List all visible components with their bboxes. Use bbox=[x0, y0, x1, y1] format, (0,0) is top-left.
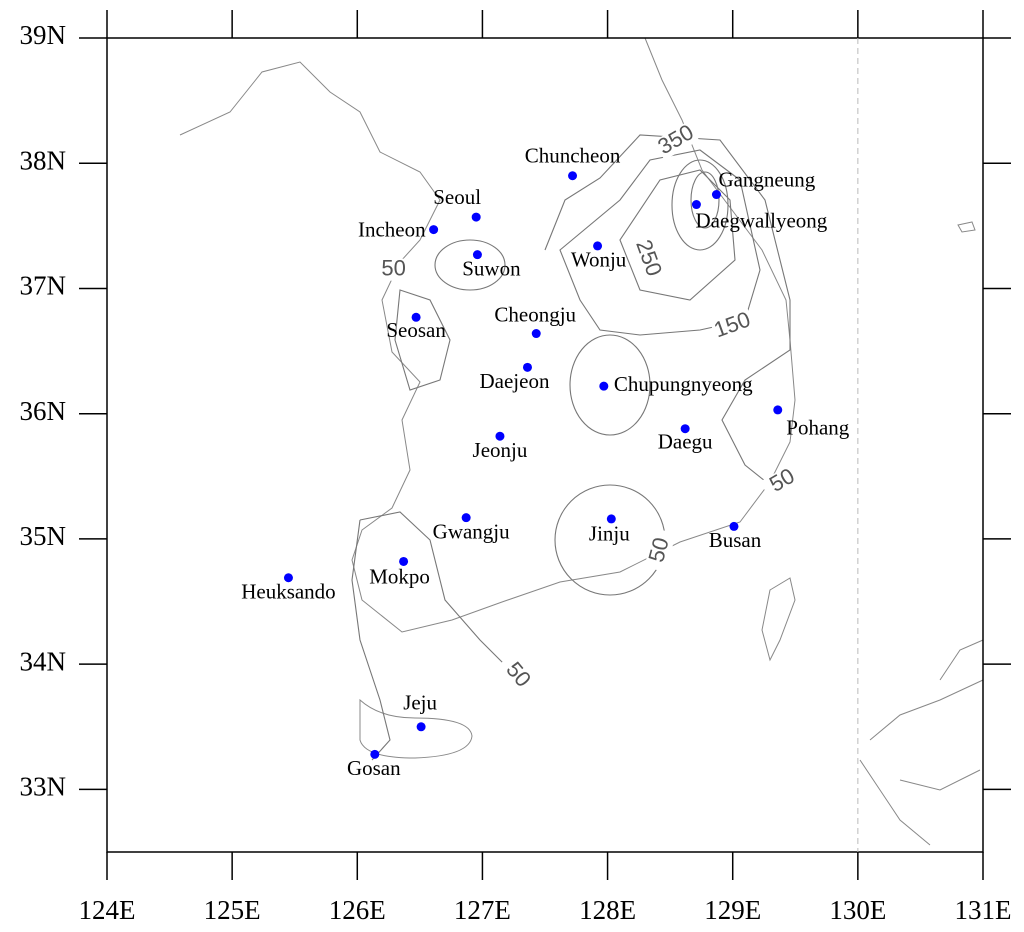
x-tick-label: 129E bbox=[704, 895, 761, 925]
contour-label-bg bbox=[373, 258, 414, 281]
station-dot bbox=[593, 241, 603, 251]
station-label: Seosan bbox=[386, 318, 446, 342]
station-dot bbox=[472, 250, 482, 260]
station-label: Gangneung bbox=[718, 167, 815, 191]
station-dot bbox=[522, 362, 532, 372]
station-label: Cheongju bbox=[494, 302, 576, 326]
y-tick-label: 39N bbox=[20, 20, 67, 50]
station-dot bbox=[495, 431, 505, 441]
station-label: Chuncheon bbox=[525, 144, 621, 168]
station-label: Jeonju bbox=[473, 438, 528, 462]
station-dot bbox=[531, 329, 541, 339]
x-tick-label: 130E bbox=[829, 895, 886, 925]
y-tick-label: 37N bbox=[20, 271, 67, 301]
contour-label-bg bbox=[630, 235, 665, 281]
station-dot bbox=[568, 171, 578, 181]
station-dot bbox=[370, 749, 380, 759]
frame bbox=[106, 37, 984, 853]
station-label: Daegu bbox=[658, 430, 713, 454]
station-dot bbox=[399, 556, 409, 566]
contour-label-bg bbox=[653, 121, 700, 161]
contour-label-bg bbox=[759, 461, 806, 501]
station-label: Busan bbox=[709, 528, 762, 552]
station-dot bbox=[691, 200, 701, 210]
contour-label-bg bbox=[496, 653, 539, 698]
station-label: Jeju bbox=[403, 691, 437, 715]
station-dot bbox=[599, 381, 609, 391]
y-tick-label: 36N bbox=[20, 396, 67, 426]
contour-label: 350 bbox=[653, 119, 697, 159]
coastline bbox=[179, 37, 984, 846]
contour-label-bg bbox=[710, 308, 756, 344]
station-label: Jinju bbox=[589, 522, 630, 546]
station-dot bbox=[729, 521, 739, 531]
station-label: Mokpo bbox=[369, 564, 430, 588]
contour-label: 50 bbox=[381, 255, 405, 280]
station-label: Incheon bbox=[358, 217, 426, 241]
station-label: Daejeon bbox=[479, 369, 549, 393]
y-tick-label: 38N bbox=[20, 145, 67, 175]
station-label: Chupungnyeong bbox=[614, 372, 753, 396]
station-label: Pohang bbox=[786, 416, 850, 440]
x-tick-label: 124E bbox=[79, 895, 136, 925]
station-label: Seoul bbox=[433, 185, 481, 209]
station-label: Gosan bbox=[347, 756, 401, 780]
x-tick-label: 125E bbox=[204, 895, 261, 925]
x-tick-label: 126E bbox=[329, 895, 386, 925]
x-tick-label: 131E bbox=[955, 895, 1012, 925]
station-dot bbox=[283, 573, 293, 583]
y-tick-label: 34N bbox=[20, 646, 67, 676]
y-tick-label: 33N bbox=[20, 772, 67, 802]
x-tick-label: 127E bbox=[454, 895, 511, 925]
station-label: Daegwallyeong bbox=[696, 208, 828, 232]
x-tick-label: 128E bbox=[579, 895, 636, 925]
station-dot bbox=[416, 722, 426, 732]
station-dot bbox=[411, 312, 421, 322]
station-dot bbox=[471, 212, 481, 222]
station-dot bbox=[461, 513, 471, 523]
station-label: Heuksando bbox=[241, 580, 335, 604]
station-label: Suwon bbox=[462, 256, 521, 280]
contour-label-bg bbox=[644, 528, 676, 573]
station-dot bbox=[680, 424, 690, 434]
station-dot bbox=[606, 514, 616, 524]
station-dot bbox=[711, 190, 721, 200]
station-dot bbox=[429, 225, 439, 235]
station-label: Gwangju bbox=[433, 519, 510, 543]
station-dot bbox=[773, 405, 783, 415]
y-tick-label: 35N bbox=[20, 521, 67, 551]
station-label: Wonju bbox=[571, 248, 627, 272]
